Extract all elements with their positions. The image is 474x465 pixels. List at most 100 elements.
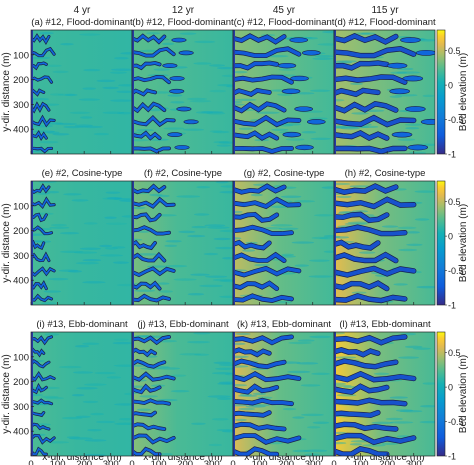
panel-d-frame: [333, 29, 436, 155]
bed-ripple: [116, 283, 132, 287]
channel: [334, 197, 416, 209]
bed-ripple: [119, 199, 132, 202]
bed-ripple: [157, 194, 170, 198]
channel: [132, 423, 166, 431]
channel: [233, 281, 279, 291]
panel-title-b: (b) #12, Flood-dominant: [132, 17, 234, 28]
channel: [31, 47, 55, 57]
bed-ripple: [335, 126, 359, 129]
bed-ripple: [280, 195, 302, 198]
bed-ripple: [349, 185, 371, 188]
channel: [31, 76, 53, 84]
channel: [132, 131, 161, 140]
y-tick-label: 100: [13, 50, 29, 61]
channel: [31, 294, 53, 302]
bed-ripple: [373, 372, 390, 375]
bed-ripple: [334, 441, 347, 445]
bed-ripple: [301, 131, 317, 134]
bed-ripple: [213, 237, 232, 241]
bed-ripple: [311, 372, 330, 376]
channel: [334, 146, 407, 154]
bed-ripple: [194, 40, 216, 44]
ylabel-row-1: y-dir. distance (m): [1, 52, 12, 131]
bed-ripple: [215, 246, 233, 250]
channel-segment: [386, 62, 408, 69]
bed-ripple: [307, 426, 321, 429]
bed-ripple: [46, 131, 60, 134]
channel: [31, 197, 55, 208]
bed-ripple: [170, 101, 185, 104]
channel: [233, 384, 279, 394]
bed-ripple: [116, 422, 132, 425]
bed-ripple: [78, 98, 100, 101]
bed-ripple: [233, 342, 246, 346]
bed-ripple: [159, 452, 174, 456]
bed-ripple: [156, 282, 170, 285]
bed-ripple: [404, 345, 423, 349]
bed-ripple: [208, 443, 222, 447]
channel: [334, 280, 389, 291]
bed-ripple: [218, 363, 233, 367]
bed-ripple: [194, 353, 210, 356]
colorbar-row-2: 0.5 0 -0.5 -1: [436, 180, 464, 310]
bed-ripple: [262, 227, 282, 230]
colorbar-tick-label: -0.5: [448, 266, 464, 276]
panel-k-channels: [233, 332, 332, 456]
x-tick-label: 100: [252, 459, 268, 465]
xlabel-col-3: x-dir. distance (m): [244, 452, 323, 463]
bed-ripple: [110, 68, 132, 71]
panel-g-boundary: [233, 181, 235, 305]
bed-ripple: [334, 332, 346, 335]
panel-c-channels: [233, 30, 334, 154]
panel-title-l: (l) #13, Ebb-dominant: [339, 319, 431, 330]
panel-a-channels: [31, 31, 132, 154]
channel: [233, 252, 286, 263]
bed-ripple: [80, 116, 93, 119]
channel: [233, 266, 301, 277]
bed-ripple: [310, 137, 332, 141]
bed-ripple: [233, 103, 245, 106]
panel-f-boundary: [132, 181, 134, 305]
bed-ripple: [334, 382, 347, 385]
panel-i: 100 200 300 400 0 100 200 300: [13, 331, 133, 465]
panel-g: [232, 180, 335, 306]
bed-ripple: [124, 392, 132, 396]
bed-ripple: [74, 251, 98, 254]
bed-ripple: [215, 367, 233, 371]
channel: [132, 225, 171, 235]
channel: [334, 398, 407, 406]
bed-ripple: [170, 389, 190, 393]
bed-ripple: [199, 284, 223, 288]
bed-ripple: [187, 293, 205, 296]
bed-ripple: [82, 258, 102, 262]
bed-ripple: [93, 132, 110, 136]
bed-ripple: [381, 225, 399, 228]
ylabel-row-3: y-dir. distance (m): [1, 354, 12, 433]
bed-ripple: [285, 138, 305, 141]
bed-ripple: [404, 123, 423, 126]
channel-segment: [391, 131, 413, 138]
bed-ripple: [176, 195, 201, 198]
bed-ripple: [213, 140, 230, 144]
bed-ripple: [50, 223, 67, 227]
panel-l-channels: [334, 332, 435, 456]
bed-ripple: [420, 405, 435, 408]
bed-ripple: [212, 130, 230, 134]
channel: [233, 410, 272, 418]
bed-ripple: [96, 79, 116, 83]
bed-ripple: [334, 125, 347, 128]
panel-e-channels: [31, 181, 132, 305]
bed-ripple: [113, 364, 132, 367]
colorbar-tick-label: 0.5: [448, 348, 461, 358]
channel: [334, 266, 416, 278]
channel: [132, 372, 175, 382]
bed-ripple: [252, 392, 267, 396]
bed-ripple: [346, 125, 369, 129]
channel: [233, 335, 294, 345]
colorbar-tick-label: 0: [448, 382, 453, 392]
bed-ripple: [233, 355, 249, 359]
bed-ripple: [195, 111, 214, 114]
channel-segment: [282, 131, 302, 138]
bed-ripple: [300, 413, 324, 417]
bed-ripple: [297, 339, 315, 342]
